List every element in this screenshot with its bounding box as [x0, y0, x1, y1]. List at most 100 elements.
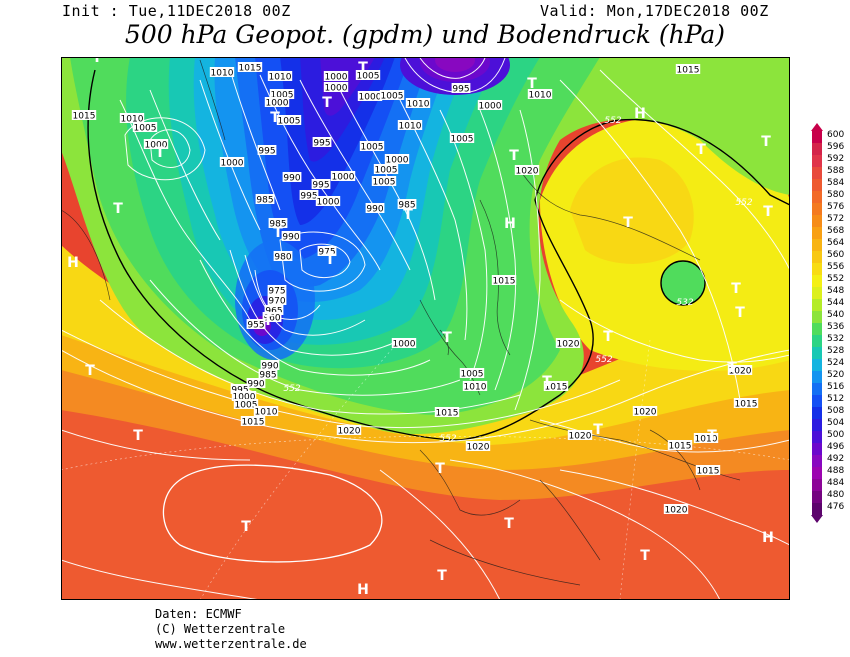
- low-pressure-marker: T: [640, 548, 650, 564]
- legend-swatch: [812, 287, 822, 299]
- legend-swatch: [812, 431, 822, 443]
- isobar-label: 1020: [557, 340, 580, 350]
- isobar-label-bg: [663, 504, 689, 514]
- legend-swatch: [812, 263, 822, 275]
- isobar-label: 1020: [467, 443, 490, 453]
- isobar-label: 995: [300, 192, 317, 202]
- isobar-label-bg: [330, 171, 356, 181]
- legend-value: 488: [827, 466, 845, 476]
- legend-swatch: [812, 347, 822, 359]
- legend-swatch: [812, 275, 822, 287]
- isobar-label-bg: [727, 365, 753, 375]
- isobar-label: 1000: [221, 159, 244, 169]
- low-pressure-marker: T: [731, 281, 741, 297]
- isobar-label-bg: [281, 231, 301, 241]
- legend-value: 544: [827, 298, 845, 308]
- legend-swatch: [812, 395, 822, 407]
- isobar-label: 1020: [665, 506, 688, 516]
- credits-website[interactable]: www.wetterzentrale.de: [155, 637, 307, 651]
- isobar-label-bg: [276, 115, 302, 125]
- isobar-label-bg: [695, 465, 721, 475]
- isobar-label: 1020: [516, 167, 539, 177]
- isobar-label-bg: [449, 133, 475, 143]
- isobar-label: 1015: [239, 64, 262, 74]
- low-pressure-marker: T: [92, 57, 102, 66]
- low-pressure-marker: T: [623, 215, 633, 231]
- legend-value: 568: [827, 226, 845, 236]
- isobar-label-bg: [143, 139, 169, 149]
- init-time: Init : Tue,11DEC2018 00Z: [62, 2, 291, 20]
- isobar-label: 990: [247, 380, 264, 390]
- legend-swatch: [812, 239, 822, 251]
- credits: Daten: ECMWF (C) Wetterzentrale www.wett…: [155, 607, 307, 652]
- legend-value: 576: [827, 202, 845, 212]
- legend-swatch: [812, 227, 822, 239]
- credits-data-source: Daten: ECMWF: [155, 607, 242, 621]
- legend-value: 600: [827, 130, 845, 140]
- low-pressure-marker: T: [273, 225, 283, 241]
- legend-value: 580: [827, 190, 845, 200]
- legend-value: 524: [827, 358, 845, 368]
- isobar-label: 985: [259, 371, 276, 381]
- isobar-label-bg: [311, 179, 331, 189]
- isobar-label-bg: [231, 391, 257, 401]
- isobar-label-bg: [459, 368, 485, 378]
- isobar-label: 1020: [338, 427, 361, 437]
- isobar-label-bg: [267, 71, 293, 81]
- geopotential-label: 552: [439, 434, 456, 444]
- low-pressure-marker: T: [707, 428, 717, 444]
- legend-swatch: [812, 443, 822, 455]
- geopotential-labels: 552 552 532 552 552 552: [283, 116, 752, 444]
- isobar-label: 1005: [375, 166, 398, 176]
- isobar-label-bg: [246, 378, 266, 388]
- low-pressure-marker: T: [403, 207, 413, 223]
- legend-swatch: [812, 335, 822, 347]
- isobar-label: 1020: [729, 367, 752, 377]
- low-pressure-marker: T: [696, 142, 706, 158]
- isobar-label-bg: [477, 100, 503, 110]
- isobar-label-bg: [282, 172, 302, 182]
- low-pressure-marker: T: [727, 360, 737, 376]
- isobar-label: 1010: [121, 115, 144, 125]
- isobar-label-bg: [371, 176, 397, 186]
- isobar-label-bg: [405, 98, 431, 108]
- isobar-label: 1005: [235, 401, 258, 411]
- isobar-label: 995: [258, 147, 275, 157]
- isobar-label-bg: [733, 398, 759, 408]
- isobar-label-bg: [391, 338, 417, 348]
- legend-value: 496: [827, 442, 845, 452]
- isobar-label: 970: [268, 297, 285, 307]
- isobar-label-bg: [451, 83, 471, 93]
- isobar-label-bg: [675, 64, 701, 74]
- isobar-label: 980: [274, 253, 291, 263]
- legend-swatch: [812, 407, 822, 419]
- isobar-label-bg: [355, 70, 381, 80]
- low-pressure-marker: T: [155, 145, 165, 161]
- isobar-label-bg: [323, 82, 349, 92]
- isobar-label-bg: [260, 360, 280, 370]
- isobar-label: 1005: [461, 370, 484, 380]
- isobar-label: 1010: [407, 100, 430, 110]
- low-pressure-marker: T: [325, 252, 335, 268]
- legend-swatch: [812, 383, 822, 395]
- isobar-label-bg: [693, 433, 719, 443]
- high-pressure-marker: H: [67, 255, 79, 271]
- legend-value: 548: [827, 286, 845, 296]
- isobar-label: 1015: [697, 467, 720, 477]
- legend-swatch: [812, 179, 822, 191]
- isobar-label-bg: [465, 441, 491, 451]
- low-pressure-marker: T: [527, 76, 537, 92]
- legend-value: 560: [827, 250, 845, 260]
- isobar-label: 1000: [479, 102, 502, 112]
- isobar-label: 1005: [278, 117, 301, 127]
- legend-value: 584: [827, 178, 845, 188]
- isobar-label: 995: [231, 386, 248, 396]
- isobar-label-bg: [323, 71, 349, 81]
- legend-value: 492: [827, 454, 845, 464]
- isobar-label: 1000: [325, 84, 348, 94]
- isobar-label-bg: [71, 110, 97, 120]
- low-pressure-marker: T: [113, 201, 123, 217]
- isobar-label-bg: [667, 440, 693, 450]
